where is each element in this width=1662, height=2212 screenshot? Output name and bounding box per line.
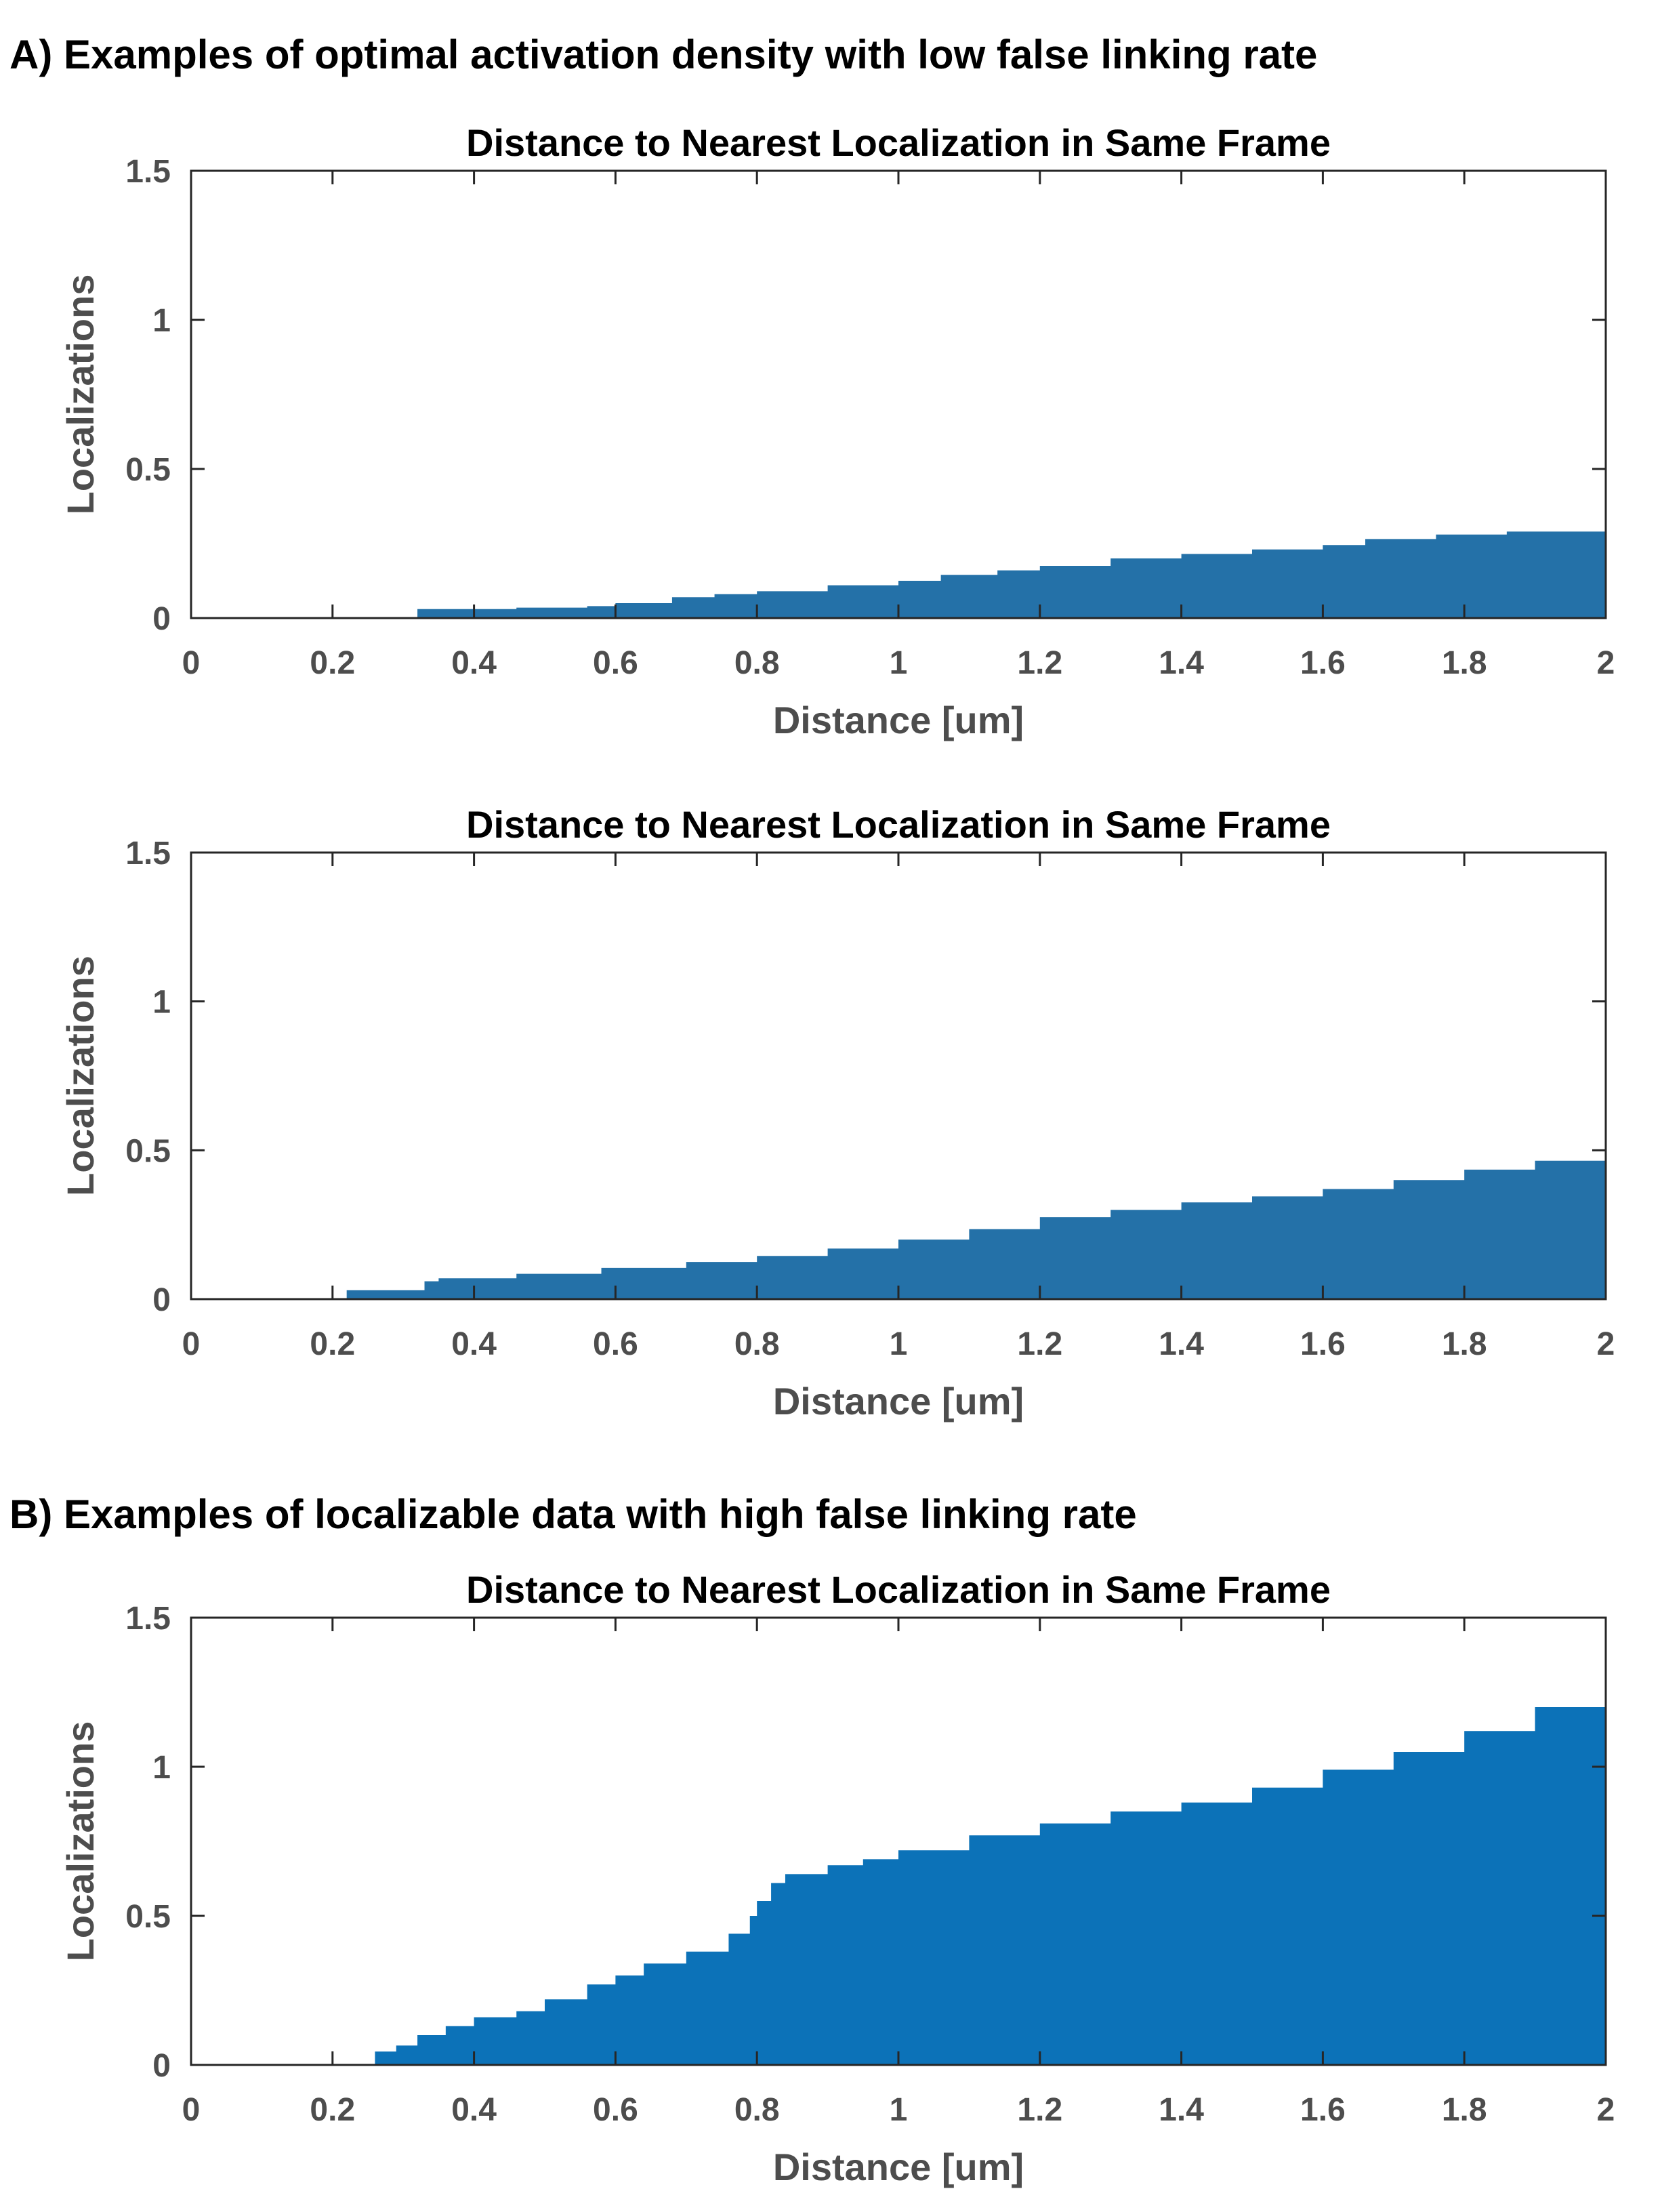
- chart-panel-3: 0 0.2 0.4 0.6 0.8 1 1.2 1.4 1.6 1.8 2 0 0.5 1 1.5 Dista…: [59, 1568, 1615, 2188]
- y-tick-label: 0: [152, 2048, 171, 2084]
- y-tick-label: 1.5: [125, 836, 171, 872]
- x-tick-label: 0.2: [310, 1326, 355, 1362]
- x-tick-label: 0.4: [451, 1326, 497, 1362]
- chart-panel-1: 0 0.2 0.4 0.6 0.8 1 1.2 1.4 1.6 1.8 2 0 0.5 1 1.5 Dista…: [59, 121, 1615, 741]
- chart-title: Distance to Nearest Localization in Same…: [466, 121, 1331, 164]
- y-axis-label: Localizations: [59, 274, 102, 515]
- x-axis-label: Distance [um]: [773, 2146, 1024, 2188]
- x-tick-label: 1: [890, 1326, 908, 1362]
- x-tick-label: 2: [1597, 2092, 1615, 2128]
- x-tick-label: 0.6: [593, 1326, 638, 1362]
- x-tick-label: 1: [890, 2092, 908, 2128]
- histogram-area: [191, 525, 1606, 618]
- chart-title: Distance to Nearest Localization in Same…: [466, 803, 1331, 846]
- x-tick-label: 1.8: [1442, 1326, 1487, 1362]
- x-tick-label: 1.2: [1017, 2092, 1062, 2128]
- x-tick-label: 0: [182, 1326, 201, 1362]
- y-tick-label: 1.5: [125, 154, 171, 190]
- x-tick-label: 1.2: [1017, 645, 1062, 681]
- x-tick-label: 1.4: [1159, 1326, 1204, 1362]
- y-axis-label: Localizations: [59, 1721, 102, 1962]
- x-tick-label: 0.8: [734, 1326, 780, 1362]
- x-tick-label: 0.2: [310, 645, 355, 681]
- y-axis-label: Localizations: [59, 956, 102, 1196]
- histogram-area: [191, 1683, 1606, 2065]
- y-tick-label: 1: [152, 1750, 171, 1786]
- chart-panel-2: 0 0.2 0.4 0.6 0.8 1 1.2 1.4 1.6 1.8 2 0 0.5 1 1.5 Dista…: [59, 803, 1615, 1422]
- y-tick-label: 0: [152, 601, 171, 637]
- x-tick-label: 0.8: [734, 645, 780, 681]
- x-tick-label: 1.6: [1300, 2092, 1346, 2128]
- x-tick-label: 1: [890, 645, 908, 681]
- x-tick-label: 0.6: [593, 645, 638, 681]
- y-tick-label: 1.5: [125, 1601, 171, 1637]
- x-tick-label: 0.4: [451, 645, 497, 681]
- x-tick-label: 0.4: [451, 2092, 497, 2128]
- x-tick-label: 0.6: [593, 2092, 638, 2128]
- x-axis-label: Distance [um]: [773, 1380, 1024, 1422]
- x-axis-label: Distance [um]: [773, 699, 1024, 741]
- y-tick-label: 1: [152, 985, 171, 1021]
- x-tick-label: 1.6: [1300, 645, 1346, 681]
- x-tick-label: 1.6: [1300, 1326, 1346, 1362]
- y-tick-label: 0.5: [125, 452, 171, 488]
- x-tick-label: 1.8: [1442, 2092, 1487, 2128]
- chart-title: Distance to Nearest Localization in Same…: [466, 1568, 1331, 1611]
- y-tick-label: 0.5: [125, 1899, 171, 1935]
- x-tick-label: 1.8: [1442, 645, 1487, 681]
- histogram-area: [191, 1151, 1606, 1299]
- x-tick-label: 1.4: [1159, 2092, 1204, 2128]
- x-tick-label: 0.8: [734, 2092, 780, 2128]
- y-tick-label: 1: [152, 303, 171, 339]
- x-tick-label: 2: [1597, 645, 1615, 681]
- section-heading-a: A) Examples of optimal activation densit…: [9, 32, 1318, 77]
- x-tick-label: 1.2: [1017, 1326, 1062, 1362]
- x-tick-label: 1.4: [1159, 645, 1204, 681]
- y-tick-label: 0.5: [125, 1133, 171, 1169]
- x-tick-label: 0.2: [310, 2092, 355, 2128]
- y-tick-label: 0: [152, 1282, 171, 1318]
- x-tick-label: 0: [182, 2092, 201, 2128]
- x-tick-label: 0: [182, 645, 201, 681]
- x-tick-label: 2: [1597, 1326, 1615, 1362]
- section-heading-b: B) Examples of localizable data with hig…: [9, 1492, 1137, 1537]
